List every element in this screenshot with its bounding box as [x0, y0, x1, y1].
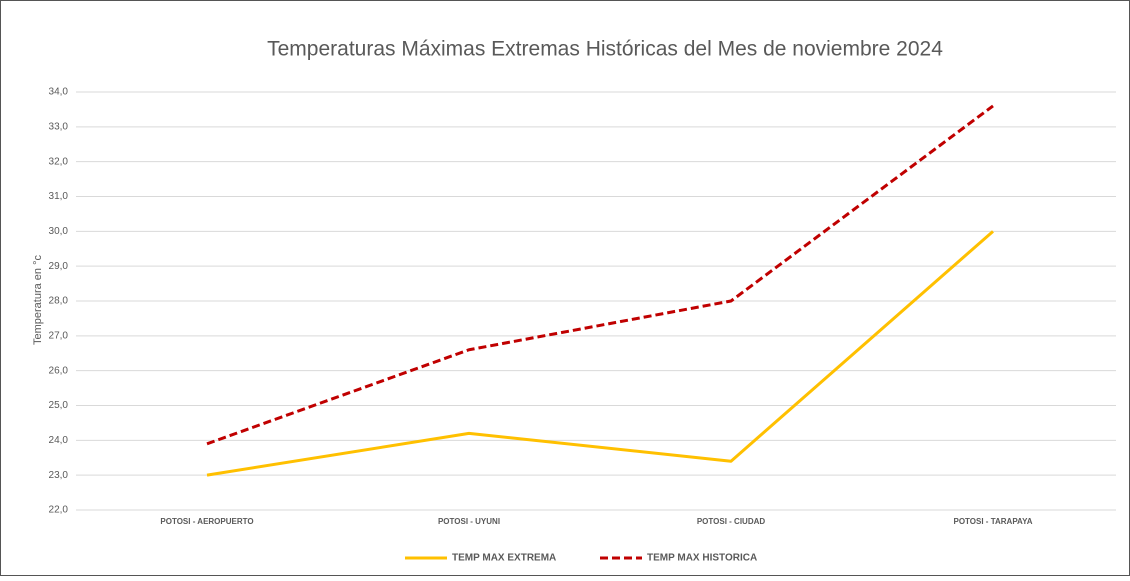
x-tick-label: POTOSI - AEROPUERTO [160, 517, 253, 526]
y-tick-label: 32,0 [49, 156, 69, 167]
x-tick-label: POTOSI - TARAPAYA [954, 517, 1033, 526]
y-tick-label: 25,0 [49, 400, 69, 411]
x-tick-label: POTOSI - UYUNI [438, 517, 500, 526]
legend-label: TEMP MAX HISTORICA [647, 553, 757, 564]
legend-label: TEMP MAX EXTREMA [452, 553, 556, 564]
x-tick-label: POTOSI - CIUDAD [697, 517, 766, 526]
y-tick-label: 27,0 [49, 330, 69, 341]
y-tick-label: 33,0 [49, 121, 69, 132]
y-tick-label: 34,0 [49, 87, 69, 98]
y-tick-label: 28,0 [49, 296, 69, 307]
series-line [206, 230, 994, 477]
y-tick-label: 23,0 [49, 470, 69, 481]
y-tick-label: 29,0 [49, 261, 69, 272]
y-tick-label: 22,0 [49, 505, 69, 516]
series-line [206, 104, 994, 446]
chart-title: Temperaturas Máximas Extremas Históricas… [267, 38, 943, 61]
y-tick-label: 26,0 [49, 365, 69, 376]
y-axis-label: Temperatura en °c [32, 255, 44, 345]
y-tick-label: 31,0 [49, 191, 69, 202]
y-tick-label: 24,0 [49, 435, 69, 446]
y-tick-label: 30,0 [49, 226, 69, 237]
